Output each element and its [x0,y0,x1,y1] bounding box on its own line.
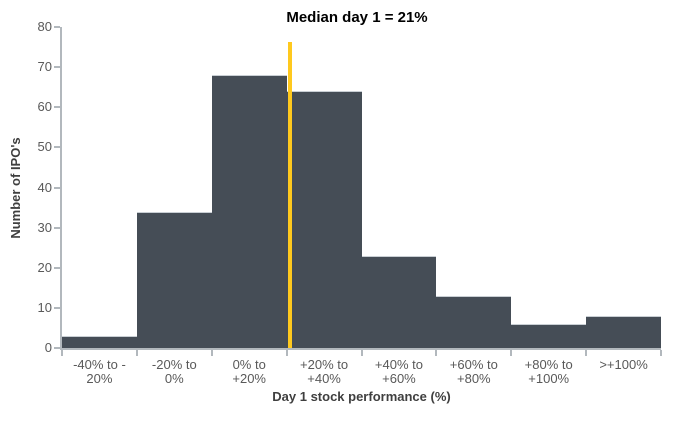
y-axis-tick [54,306,60,309]
y-axis-tick-label: 50 [37,139,52,155]
y-axis-tick [54,186,60,189]
y-axis-tick [54,226,60,229]
x-axis-tick [585,350,588,356]
y-axis-tick-label: 80 [37,19,52,34]
histogram-bar [361,255,437,348]
y-axis-tick [54,266,60,269]
y-axis-tick-label: 40 [37,179,52,195]
x-axis-tick-label: -20% to 0% [151,357,197,386]
histogram-bar [436,295,512,348]
histogram-bar [136,211,212,348]
x-axis-tick [61,350,63,356]
y-axis-line [60,27,62,350]
y-axis-tick-label: 20 [37,259,52,275]
median-line [288,42,293,348]
y-axis-tick-label: 60 [37,99,52,115]
x-axis-tick [135,350,138,356]
y-axis-tick [54,106,60,109]
x-axis-tick-label: +40% to +60% [374,357,423,386]
y-axis-tick-label: 10 [37,299,52,315]
x-axis-tick-label: +60% to +80% [449,357,498,386]
histogram-bar [286,91,362,348]
y-axis-tick-label: 70 [37,59,52,75]
x-axis-tick-label: 0% to +20% [232,357,266,386]
x-axis-tick-label: -40% to - 20% [73,357,126,386]
median-annotation: Median day 1 = 21% [286,9,428,26]
histogram-bar [62,335,137,348]
x-axis-tick [285,350,288,356]
plot-area: 0 10 20 30 40 50 60 70 80 -40% to - 20% -20% to 0%… [38,19,662,386]
histogram-bar [586,315,661,348]
x-axis-tick-label: >+100% [599,357,648,372]
histogram-bar [511,323,587,348]
x-axis-line [60,348,661,350]
x-axis-tick [210,350,213,356]
y-axis-tick [54,347,60,349]
y-axis-tick-label: 0 [44,340,52,355]
x-axis-tick-label: +20% to +40% [300,357,349,386]
x-axis-tick [510,350,513,356]
x-axis-title: Day 1 stock performance (%) [272,389,451,404]
x-axis-tick-label: +80% to +100% [524,357,573,386]
x-axis-tick [435,350,438,356]
y-axis-tick [54,26,60,28]
y-axis-tick [54,66,60,69]
x-axis-tick [660,350,662,356]
x-axis-tick [360,350,363,356]
histogram-bar [211,75,287,348]
y-axis-tick [54,146,60,149]
y-axis-tick-label: 30 [37,219,52,235]
